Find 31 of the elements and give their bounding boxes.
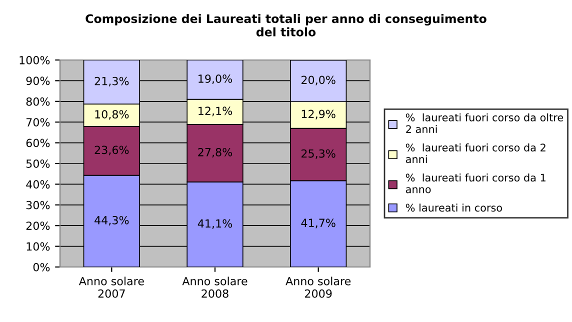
y-tick-label: 60% xyxy=(26,138,50,148)
legend-label: % laureati in corso xyxy=(406,204,502,212)
data-label: 41,7% xyxy=(301,218,336,228)
y-tick-label: 100% xyxy=(20,56,50,64)
legend-label: % laureati fuori corso da 1 anno xyxy=(406,174,546,194)
y-tick-label: 50% xyxy=(26,159,50,168)
legend-label: % laureati fuori corso da 2 anni xyxy=(406,143,546,164)
data-label: 19,0% xyxy=(198,74,232,84)
data-label: 27,8% xyxy=(198,148,232,158)
y-tick-label: 20% xyxy=(26,222,50,230)
x-tick-label: Anno solare 2007 xyxy=(78,276,144,298)
data-label: 23,6% xyxy=(94,146,129,156)
data-label: 21,3% xyxy=(94,76,129,86)
data-label: 20,0% xyxy=(302,76,336,86)
data-label: 44,3% xyxy=(94,216,129,226)
data-label: 10,8% xyxy=(95,110,129,120)
data-label: 25,3% xyxy=(302,149,336,159)
y-tick-label: 40% xyxy=(26,180,50,189)
legend-label: % laureati fuori corso da oltre 2 anni xyxy=(406,113,564,134)
y-tick-label: 0% xyxy=(33,262,50,272)
chart-title: Composizione dei Laureati totali per anno di conseguimento del titolo xyxy=(86,14,486,36)
data-label: 41,1% xyxy=(198,219,232,229)
x-tick-label: Anno solare 2009 xyxy=(286,276,351,298)
y-tick-label: 70% xyxy=(26,118,50,126)
data-label: 12,9% xyxy=(302,110,336,120)
data-label: 12,1% xyxy=(198,106,232,116)
y-tick-label: 10% xyxy=(26,242,50,251)
y-tick-label: 30% xyxy=(26,200,50,210)
y-tick-label: 90% xyxy=(26,76,50,86)
y-tick-label: 80% xyxy=(26,97,50,106)
x-tick-label: Anno solare 2008 xyxy=(182,276,248,298)
